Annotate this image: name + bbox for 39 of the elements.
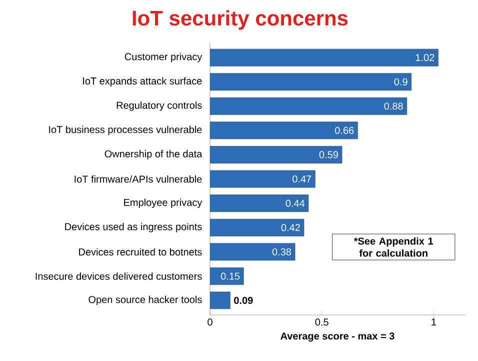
y-tick-label: Devices recruited to botnets (79, 248, 202, 256)
y-tick-label: IoT expands attack surface (83, 77, 202, 87)
annotation: *See Appendix 1 for calculation (354, 237, 434, 257)
x-tick-label: 0.5 (315, 318, 328, 326)
bar (210, 243, 296, 261)
bar (210, 73, 412, 91)
x-axis-title: Average score - max = 3 (280, 332, 394, 342)
bar (210, 194, 309, 212)
bar (210, 48, 438, 66)
bar (210, 218, 304, 236)
data-label: 0.9 (394, 78, 408, 86)
data-label: 0.15 (220, 272, 240, 280)
y-tick-label: Insecure devices delivered customers (36, 272, 202, 280)
y-tick-label: Regulatory controls (116, 101, 202, 111)
y-tick-label: Ownership of the data (104, 150, 202, 160)
data-label: 0.42 (281, 224, 300, 232)
chart-title: IoT security concerns (132, 10, 348, 30)
data-label: 0.44 (286, 200, 305, 207)
bar (210, 146, 342, 164)
y-tick-label: Customer privacy (124, 52, 202, 62)
bar (210, 97, 408, 115)
y-tick-label: Open source hacker tools (88, 296, 202, 306)
data-label: 0.47 (292, 175, 312, 183)
x-tick-label: 1 (432, 318, 436, 326)
x-tick-label: 0 (208, 318, 212, 326)
y-tick-label: IoT firmware/APIs vulnerable (74, 175, 202, 183)
y-tick-label: IoT business processes vulnerable (49, 126, 202, 136)
data-label: 0.88 (384, 102, 403, 110)
data-label: 0.66 (335, 126, 354, 134)
y-tick-label: Employee privacy (124, 198, 202, 208)
data-label: 0.59 (319, 151, 338, 158)
data-label: 1.02 (416, 54, 434, 62)
y-tick-label: Devices used as ingress points (65, 222, 202, 232)
data-label: 0.09 (234, 296, 253, 304)
data-label: 0.38 (272, 248, 292, 256)
bar (210, 122, 358, 140)
bar (210, 292, 230, 310)
bar (210, 170, 316, 188)
bar (210, 267, 244, 285)
